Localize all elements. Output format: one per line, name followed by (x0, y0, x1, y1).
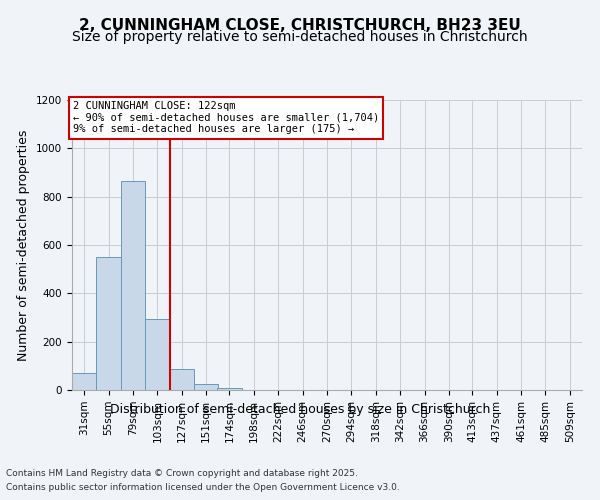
Text: Contains HM Land Registry data © Crown copyright and database right 2025.: Contains HM Land Registry data © Crown c… (6, 468, 358, 477)
Bar (121, 181, 145, 390)
Bar (194, 384, 218, 390)
Text: Size of property relative to semi-detached houses in Christchurch: Size of property relative to semi-detach… (72, 30, 528, 44)
Bar (72, 373, 97, 390)
Text: 2, CUNNINGHAM CLOSE, CHRISTCHURCH, BH23 3EU: 2, CUNNINGHAM CLOSE, CHRISTCHURCH, BH23 … (79, 18, 521, 32)
Text: Contains public sector information licensed under the Open Government Licence v3: Contains public sector information licen… (6, 484, 400, 492)
Bar (217, 388, 242, 390)
Y-axis label: Number of semi-detached properties: Number of semi-detached properties (17, 130, 31, 360)
Bar (170, 370, 194, 390)
Text: Distribution of semi-detached houses by size in Christchurch: Distribution of semi-detached houses by … (110, 402, 490, 415)
Bar (97, 257, 121, 390)
Bar (145, 318, 170, 390)
Text: 2 CUNNINGHAM CLOSE: 122sqm
← 90% of semi-detached houses are smaller (1,704)
9% : 2 CUNNINGHAM CLOSE: 122sqm ← 90% of semi… (73, 101, 379, 134)
